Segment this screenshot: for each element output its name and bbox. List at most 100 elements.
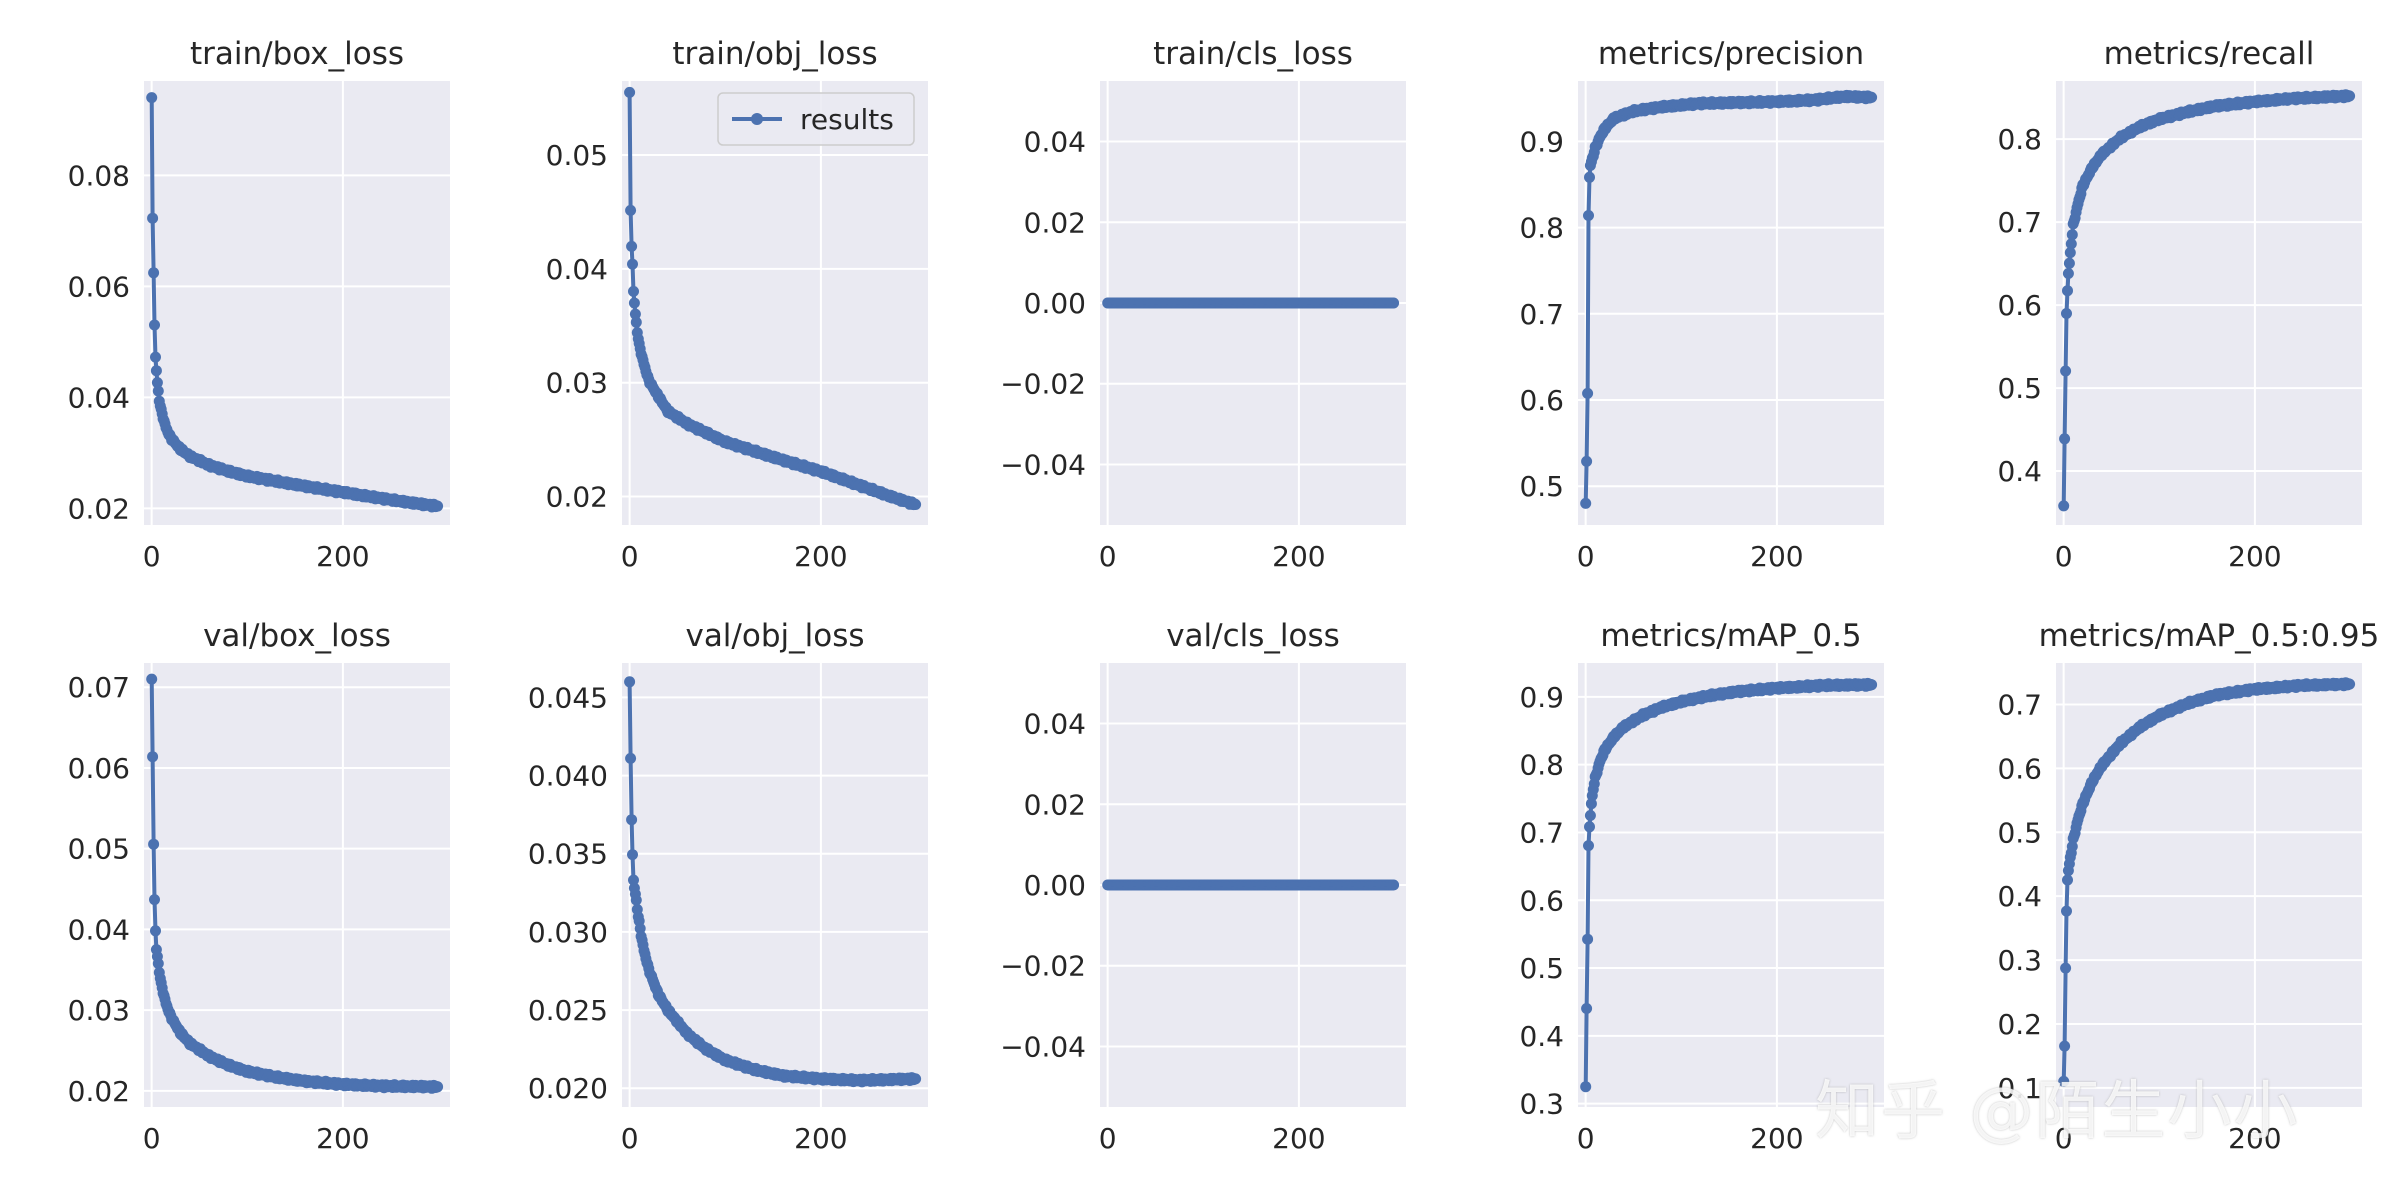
subplot-title: metrics/precision [1598,36,1864,72]
data-point [1583,210,1594,221]
data-point [628,285,639,297]
x-tick-label: 200 [1750,540,1803,573]
y-tick-label: 0.5 [1519,952,1564,985]
data-point [147,212,159,224]
subplot-title: val/box_loss [203,618,391,654]
x-tick-label: 200 [794,540,847,573]
data-point [2058,500,2070,512]
data-point [149,319,160,331]
y-tick-label: 0.04 [68,913,130,946]
data-point [624,86,636,98]
val-obj-loss-subplot: 0.020 0.025 0.030 0.035 0.040 0.045 0 200 val/ob… [528,618,928,1155]
data-point [2062,285,2073,297]
x-tick-label: 200 [1750,1122,1803,1155]
data-point [152,958,164,969]
y-tick-label: −0.02 [1000,950,1086,983]
x-tick-label: 200 [2228,1122,2281,1155]
x-tick-label: 200 [1272,540,1325,573]
x-tick-label: 0 [1577,540,1595,573]
y-tick-label: 0.7 [1997,206,2042,239]
y-tick-label: 0.03 [68,994,130,1027]
y-tick-label: 0.04 [1024,126,1086,159]
x-tick-label: 0 [2055,540,2073,573]
data-point [625,204,637,216]
y-tick-label: 0.00 [1024,869,1086,902]
data-point [2058,1075,2070,1087]
y-tick-label: 0.02 [68,1075,130,1108]
y-tick-label: −0.04 [1000,448,1086,481]
y-tick-label: 0.025 [528,994,608,1027]
data-point [627,258,638,270]
y-tick-label: 0.03 [546,367,608,400]
y-tick-label: 0.8 [1997,123,2042,156]
data-point [2065,238,2077,250]
y-tick-label: 0.3 [1997,944,2042,977]
data-point [2344,678,2356,690]
y-tick-label: 0.04 [546,253,608,286]
data-point [1388,297,1400,309]
y-tick-label: 0.2 [1997,1008,2042,1041]
series-markers [2058,89,2356,512]
data-point [2061,308,2072,319]
plot-area [1578,81,1884,525]
x-tick-label: 200 [316,1122,369,1155]
data-point [626,240,638,252]
data-point [2059,433,2071,445]
x-tick-label: 0 [621,540,639,573]
data-point [1866,679,1878,691]
data-point [628,297,640,309]
y-tick-label: 0.8 [1519,212,1564,245]
x-tick-label: 0 [621,1122,639,1155]
y-tick-label: 0.030 [528,916,608,949]
y-tick-label: 0.9 [1519,125,1564,158]
y-tick-label: 0.5 [1997,372,2042,405]
subplot-title: metrics/mAP_0.5:0.95 [2039,618,2380,654]
data-point [432,500,444,512]
subplot-title: metrics/recall [2104,36,2315,72]
y-tick-label: 0.9 [1519,681,1564,714]
subplot-title: train/box_loss [190,36,404,72]
y-tick-label: −0.02 [1000,368,1086,401]
y-tick-label: 0.06 [68,752,130,785]
plot-area [144,663,450,1107]
val-box-loss-subplot: 0.02 0.03 0.04 0.05 0.06 0.07 0 200 val/box_loss [68,618,450,1155]
data-point [2062,874,2073,886]
y-tick-label: 0.7 [1519,298,1564,331]
x-tick-label: 0 [143,1122,161,1155]
data-point [2344,90,2356,102]
data-point [150,351,161,363]
y-tick-label: 0.5 [1519,470,1564,503]
data-point [1582,387,1594,399]
data-point [146,92,158,104]
data-point [2059,1040,2071,1052]
data-point [630,894,642,906]
y-tick-label: 0.05 [68,833,130,866]
y-tick-label: 0.6 [1997,752,2042,785]
x-tick-label: 200 [1272,1122,1325,1155]
data-point [625,752,637,764]
data-point [432,1081,444,1093]
train-obj-loss-subplot: 0.02 0.03 0.04 0.05 0 200 train/obj_lossresult… [546,36,928,573]
y-tick-label: 0.00 [1024,287,1086,320]
plot-area [2056,663,2362,1107]
data-point [2066,841,2078,852]
data-point [2060,365,2072,377]
data-point [910,1073,922,1085]
data-point [1581,455,1593,467]
x-tick-label: 200 [316,540,369,573]
y-tick-label: 0.020 [528,1072,608,1105]
data-point [148,838,160,850]
series-markers [146,673,444,1094]
legend-label: results [800,103,894,136]
data-point [1388,879,1400,891]
data-point [627,849,638,861]
data-point [2062,268,2074,279]
metrics-precision-subplot: 0.5 0.6 0.7 0.8 0.9 0 200 metrics/precision [1519,36,1884,573]
y-tick-label: 0.6 [1519,884,1564,917]
data-point [2061,905,2072,917]
plot-area [622,663,928,1107]
data-point [1581,1003,1593,1014]
data-point [150,365,162,377]
series-markers [1102,879,1400,891]
